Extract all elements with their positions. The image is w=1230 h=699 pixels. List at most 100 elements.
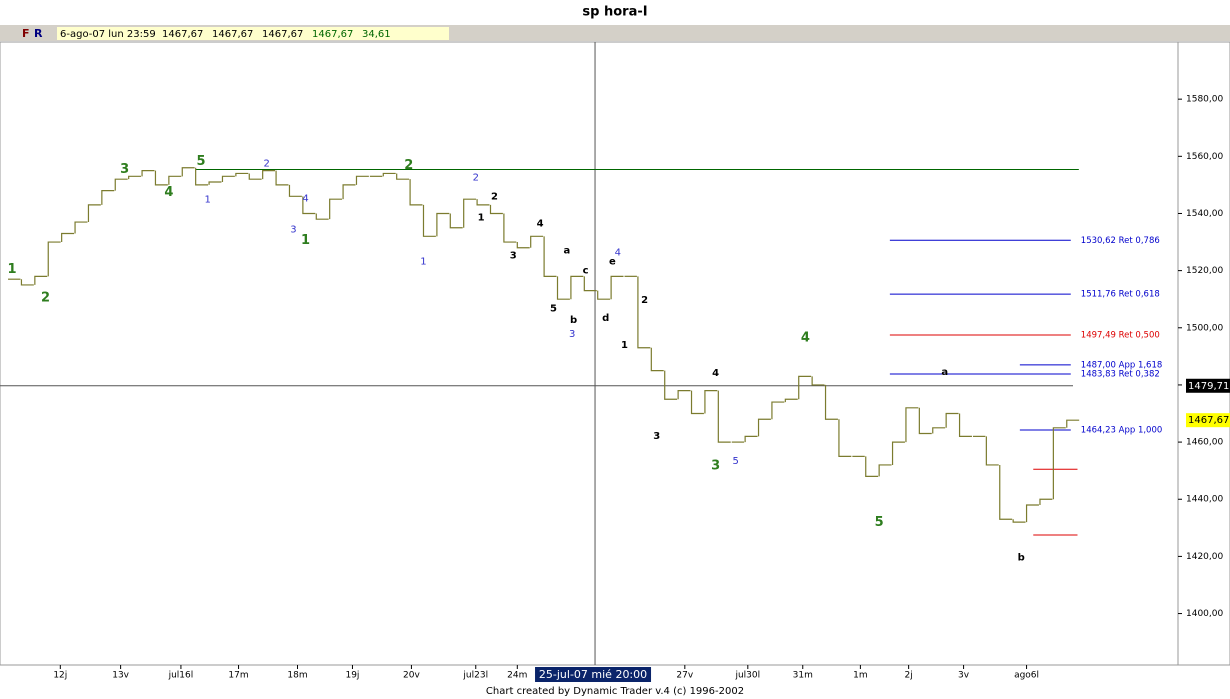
price-bar — [74, 221, 88, 234]
wave-label: 2 — [264, 158, 270, 169]
price-bar — [61, 232, 75, 243]
price-bar — [489, 204, 503, 215]
price-bar — [556, 276, 570, 300]
x-tick-label: 27v — [676, 671, 693, 681]
wave-label: b — [570, 315, 577, 326]
y-tick-label: 1560,00 — [1186, 152, 1223, 162]
level-label: 1487,00 App 1,618 — [1081, 360, 1163, 370]
wave-label: 3 — [510, 250, 517, 261]
wave-label: 3 — [569, 329, 575, 340]
price-bar — [141, 170, 155, 177]
info-field — [57, 27, 449, 40]
price-bar — [114, 178, 128, 191]
info-value: 1467,67 — [262, 29, 303, 40]
wave-label: 2 — [491, 191, 498, 202]
wave-label: 1 — [478, 212, 485, 223]
price-bar — [757, 418, 771, 437]
price-bar — [154, 170, 168, 186]
price-bar — [355, 175, 369, 185]
price-bar — [302, 196, 316, 215]
wave-label: 5 — [875, 515, 884, 530]
price-bar — [932, 427, 946, 434]
price-bar — [101, 190, 115, 205]
wave-label: 4 — [537, 218, 544, 229]
wave-label: 3 — [120, 162, 129, 177]
price-bar — [945, 412, 959, 428]
x-tick-label: jul30l — [734, 671, 760, 681]
wave-label: 2 — [404, 158, 413, 173]
level-label: 1483,83 Ret 0,382 — [1081, 369, 1160, 379]
price-bar — [503, 213, 517, 243]
wave-label: c — [583, 266, 589, 277]
y-tick-label: 1520,00 — [1186, 266, 1223, 276]
button-f[interactable]: F — [22, 27, 30, 40]
price-bar — [382, 172, 396, 177]
price-bar — [784, 398, 798, 403]
wave-label: 2 — [641, 295, 648, 306]
price-bar — [422, 204, 436, 237]
price-bar — [597, 290, 611, 300]
y-tick-label: 1500,00 — [1186, 323, 1223, 333]
wave-label: a — [564, 246, 571, 257]
x-tick-label: 17m — [228, 671, 248, 681]
button-r[interactable]: R — [34, 27, 43, 40]
price-bar — [690, 390, 704, 415]
wave-label: 1 — [420, 256, 426, 267]
price-bar — [329, 198, 343, 220]
wave-label: 4 — [164, 185, 173, 200]
price-bar — [275, 170, 289, 186]
price-bar — [905, 407, 919, 443]
price-bar — [637, 276, 651, 349]
info-value: 1467,67 — [162, 29, 203, 40]
price-bar — [221, 175, 235, 183]
wave-label: 1 — [205, 194, 211, 205]
wave-label: 2 — [473, 172, 479, 183]
last-price-box — [1186, 413, 1230, 428]
wave-label: 3 — [290, 224, 296, 235]
price-bar — [342, 184, 356, 200]
x-tick-label: 18m — [287, 671, 307, 681]
price-bar — [288, 184, 302, 197]
wave-label: 4 — [615, 248, 621, 259]
y-tick-label: 1580,00 — [1186, 95, 1223, 105]
price-bar — [999, 464, 1013, 520]
wave-label: 5 — [733, 456, 739, 467]
price-bar — [409, 179, 423, 206]
x-tick-label: 1m — [853, 671, 868, 681]
price-bar — [865, 456, 879, 477]
x-tick-label: 20v — [403, 671, 420, 681]
price-bar — [704, 390, 718, 414]
price-bar — [1025, 504, 1039, 523]
price-bar — [530, 235, 544, 248]
price-bar — [838, 419, 852, 457]
cursor-x-label: 25-jul-07 mié 20:00 — [539, 668, 647, 681]
wave-label: 4 — [801, 330, 810, 345]
wave-label: 4 — [712, 368, 719, 379]
x-tick-label: 2j — [905, 671, 913, 681]
price-bar — [677, 390, 691, 400]
y-tick-label: 1440,00 — [1186, 495, 1223, 505]
price-bar — [235, 172, 249, 177]
price-bar — [650, 347, 664, 372]
level-label: 1464,23 App 1,000 — [1081, 426, 1163, 436]
price-bar — [168, 175, 182, 185]
x-tick-label: 24m — [507, 671, 527, 681]
wave-label: 2 — [41, 290, 50, 305]
price-bar — [811, 376, 825, 386]
price-bar — [918, 407, 932, 435]
price-bar — [570, 275, 584, 300]
x-tick-label: 19j — [345, 671, 359, 681]
wave-label: 1 — [301, 233, 310, 248]
price-bar — [891, 441, 905, 465]
wave-label: 5 — [550, 304, 557, 315]
price-bar — [181, 167, 195, 177]
cursor-y-label: 1479,71 — [1188, 381, 1229, 392]
wave-label: 1 — [621, 340, 628, 351]
x-tick-label: 12j — [53, 671, 67, 681]
price-bar — [583, 276, 597, 292]
info-value: 6-ago-07 lun 23:59 — [60, 29, 156, 40]
price-bar — [463, 198, 477, 228]
cursor-x-box — [535, 667, 652, 682]
x-tick-label: 13v — [112, 671, 129, 681]
